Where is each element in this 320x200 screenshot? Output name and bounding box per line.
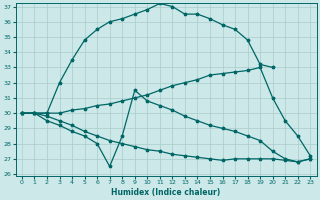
X-axis label: Humidex (Indice chaleur): Humidex (Indice chaleur) [111, 188, 221, 197]
